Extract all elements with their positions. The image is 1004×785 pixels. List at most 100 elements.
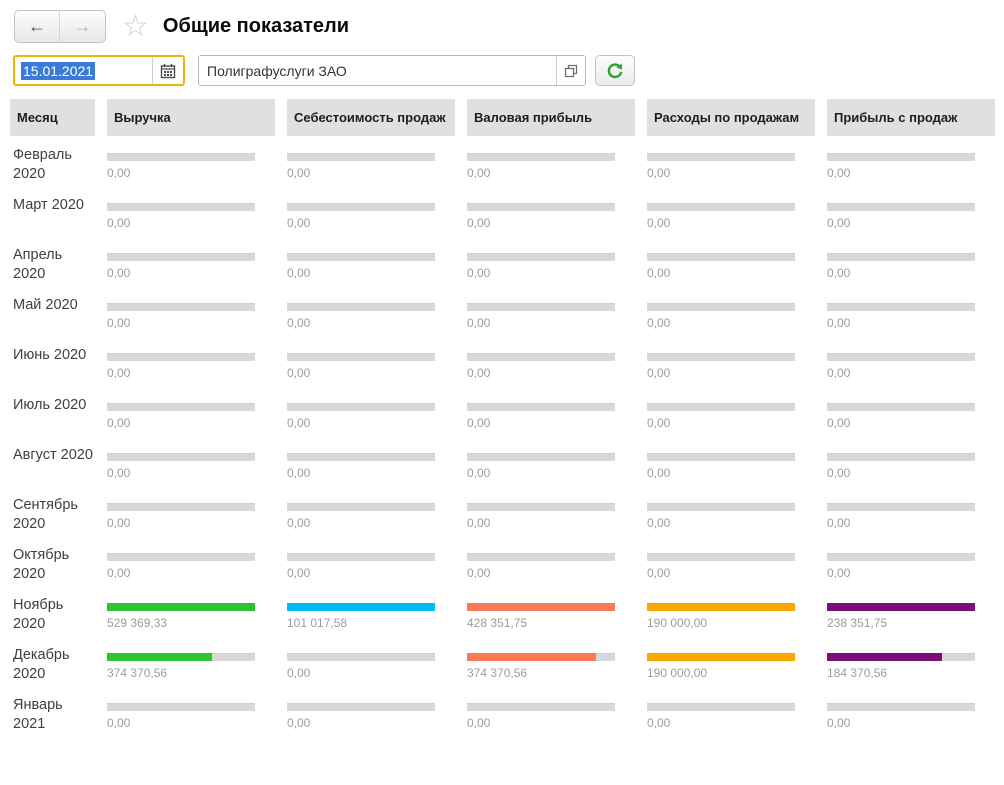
nav-button-group: ← → (14, 10, 106, 43)
metric-value: 0,00 (467, 316, 491, 330)
metric-value: 0,00 (467, 416, 491, 430)
bar-track (107, 603, 255, 611)
metric-cell: 0,00 (107, 195, 275, 245)
metric-cell: 0,00 (287, 195, 455, 245)
table-row: Апрель 2020 0,00 0,00 0,00 0,00 (10, 245, 1004, 295)
column-header-sales-profit: Прибыль с продаж (827, 99, 995, 136)
refresh-button[interactable] (595, 55, 635, 86)
metric-cell: 0,00 (647, 195, 815, 245)
favorite-star-icon[interactable]: ☆ (122, 9, 149, 43)
metric-value: 0,00 (467, 166, 491, 180)
date-input[interactable]: 15.01.2021 (15, 57, 152, 84)
metric-cell: 0,00 (107, 395, 275, 445)
bar-track (467, 153, 615, 161)
table-row: Декабрь 2020 374 370,56 0,00 374 370,56 … (10, 645, 1004, 695)
metric-cell: 190 000,00 (647, 645, 815, 695)
bar-track (467, 703, 615, 711)
bar-track (647, 453, 795, 461)
bar-track (107, 453, 255, 461)
metric-value: 0,00 (107, 516, 131, 530)
metric-cell: 0,00 (467, 195, 635, 245)
table-row: Июнь 2020 0,00 0,00 0,00 0,00 (10, 345, 1004, 395)
metric-value: 0,00 (287, 316, 311, 330)
metric-value: 0,00 (647, 416, 671, 430)
bar-track (647, 153, 795, 161)
metric-cell: 184 370,56 (827, 645, 995, 695)
metric-value: 0,00 (647, 466, 671, 480)
metric-cell: 0,00 (647, 395, 815, 445)
metric-value: 0,00 (467, 216, 491, 230)
forward-arrow-icon: → (73, 16, 92, 36)
metric-cell: 0,00 (287, 145, 455, 195)
company-input[interactable] (199, 56, 556, 85)
metric-value: 0,00 (467, 516, 491, 530)
bar-track (287, 353, 435, 361)
table-rows: Февраль 2020 0,00 0,00 0,00 0,00 (10, 145, 1004, 745)
month-label: Октябрь 2020 (13, 547, 70, 582)
metric-value: 0,00 (467, 566, 491, 580)
table-row: Август 2020 0,00 0,00 0,00 0,00 (10, 445, 1004, 495)
bar-track (647, 203, 795, 211)
metric-value: 101 017,58 (287, 616, 348, 630)
metric-cell: 0,00 (827, 345, 995, 395)
metric-value: 0,00 (107, 416, 131, 430)
bar-track (287, 153, 435, 161)
month-cell: Апрель 2020 (10, 245, 95, 295)
bar-track (107, 653, 255, 661)
metric-value: 0,00 (107, 366, 131, 380)
metric-cell: 0,00 (467, 345, 635, 395)
metric-cell: 0,00 (647, 545, 815, 595)
bar-track (107, 703, 255, 711)
bar-track (287, 553, 435, 561)
bar-track (287, 203, 435, 211)
bar-track (287, 253, 435, 261)
choose-list-icon (564, 64, 578, 78)
bar-track (287, 653, 435, 661)
table-row: Февраль 2020 0,00 0,00 0,00 0,00 (10, 145, 1004, 195)
metric-value: 0,00 (827, 266, 851, 280)
metric-cell: 0,00 (647, 295, 815, 345)
bar-track (647, 253, 795, 261)
metric-value: 238 351,75 (827, 616, 888, 630)
metric-cell: 0,00 (107, 145, 275, 195)
metric-cell: 0,00 (827, 445, 995, 495)
metric-value: 0,00 (467, 266, 491, 280)
column-header-cost: Себестоимость продаж (287, 99, 455, 136)
bar-track (467, 553, 615, 561)
bar-track (827, 503, 975, 511)
month-cell: Октябрь 2020 (10, 545, 95, 595)
bar-track (467, 353, 615, 361)
metric-cell: 0,00 (647, 245, 815, 295)
bar-track (467, 303, 615, 311)
forward-button[interactable]: → (60, 11, 105, 42)
company-choose-button[interactable] (556, 56, 585, 85)
month-label: Сентябрь 2020 (13, 497, 78, 532)
bar-track (287, 303, 435, 311)
metric-value: 374 370,56 (107, 666, 168, 680)
bar-track (467, 453, 615, 461)
metric-value: 428 351,75 (467, 616, 528, 630)
bar-fill (107, 653, 212, 661)
table-row: Март 2020 0,00 0,00 0,00 0,00 (10, 195, 1004, 245)
month-label: Январь 2021 (13, 697, 63, 732)
metric-cell: 238 351,75 (827, 595, 995, 645)
metric-value: 0,00 (107, 716, 131, 730)
metric-value: 0,00 (647, 716, 671, 730)
metric-cell: 0,00 (107, 245, 275, 295)
calendar-button[interactable] (152, 57, 183, 84)
bar-track (107, 153, 255, 161)
metric-cell: 0,00 (287, 495, 455, 545)
month-cell: Июнь 2020 (10, 345, 95, 395)
metric-value: 0,00 (647, 566, 671, 580)
month-label: Июль 2020 (13, 397, 87, 413)
metric-cell: 0,00 (287, 445, 455, 495)
back-button[interactable]: ← (15, 11, 60, 42)
bar-track (647, 703, 795, 711)
metric-cell: 0,00 (107, 695, 275, 745)
month-cell: Ноябрь 2020 (10, 595, 95, 645)
bar-track (647, 353, 795, 361)
metric-cell: 0,00 (467, 495, 635, 545)
month-cell: Август 2020 (10, 445, 95, 495)
metric-cell: 529 369,33 (107, 595, 275, 645)
bar-track (107, 203, 255, 211)
